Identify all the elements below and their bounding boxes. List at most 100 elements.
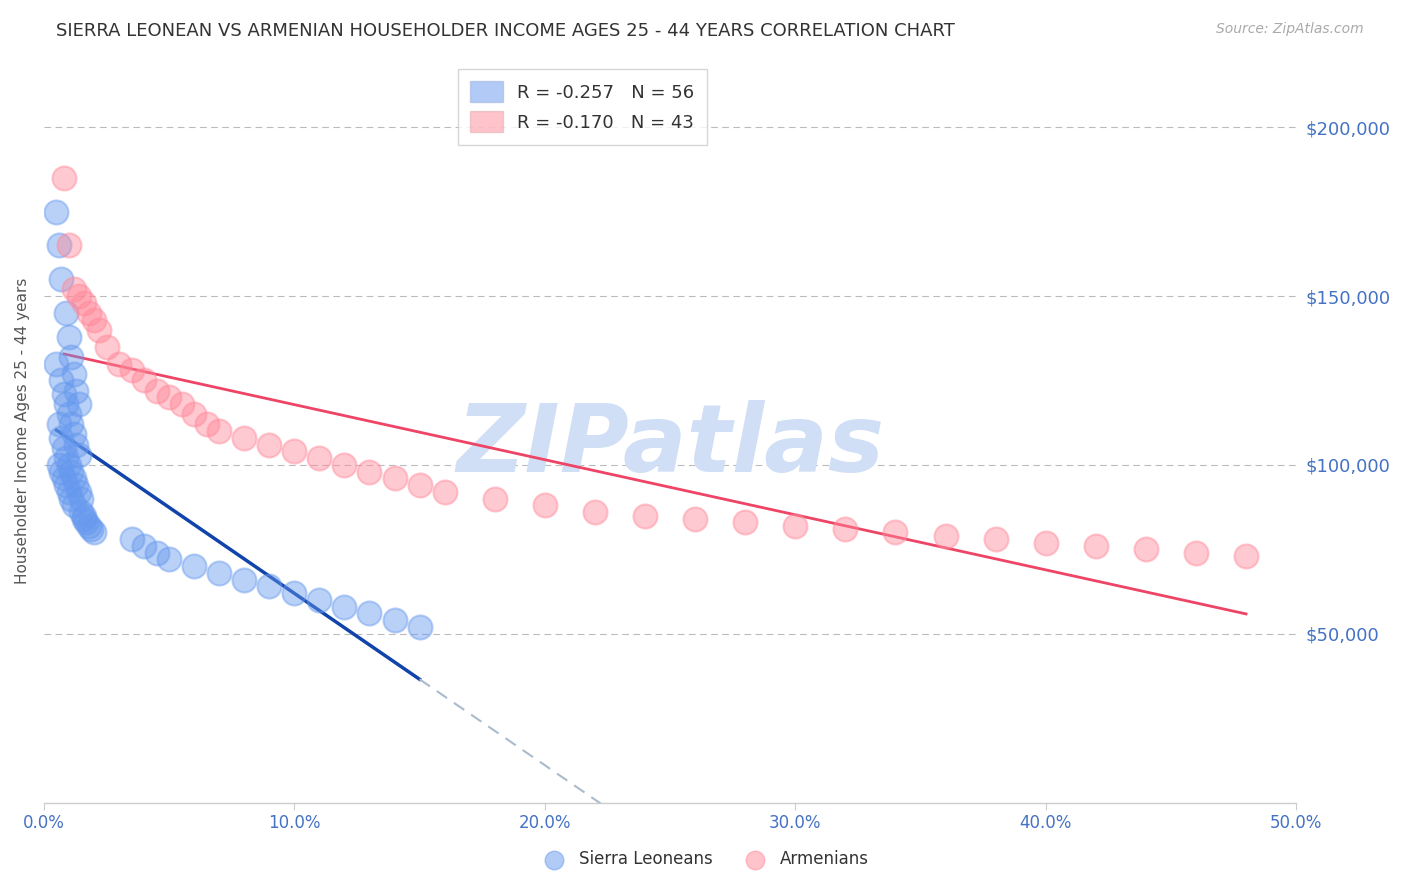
Point [533, 499, 555, 513]
Point [51, 374, 73, 388]
Point [683, 512, 706, 526]
Point [145, 546, 167, 560]
Point [51, 465, 73, 479]
Point [60, 465, 83, 479]
Point [45, 204, 67, 219]
Point [259, 579, 281, 593]
Point [51, 431, 73, 445]
Point [73, 512, 96, 526]
Point [96, 340, 118, 354]
Legend: R = -0.257   N = 56, R = -0.170   N = 43: R = -0.257 N = 56, R = -0.170 N = 43 [458, 69, 707, 145]
Point [45, 357, 67, 371]
Point [170, 397, 193, 411]
Point [63, 499, 86, 513]
Point [283, 444, 305, 458]
Point [195, 417, 218, 432]
Point [145, 384, 167, 398]
Point [121, 363, 143, 377]
Point [233, 431, 256, 445]
Point [48, 238, 70, 252]
Point [67, 289, 90, 303]
Point [52, 387, 75, 401]
Point [73, 508, 96, 523]
Point [1185, 546, 1208, 560]
Point [308, 593, 330, 607]
Point [121, 532, 143, 546]
Point [884, 525, 907, 540]
Point [52, 170, 75, 185]
Point [132, 539, 155, 553]
Point [70, 491, 93, 506]
Y-axis label: Householder Income Ages 25 - 44 years: Householder Income Ages 25 - 44 years [15, 278, 30, 584]
Point [384, 471, 406, 485]
Point [484, 491, 506, 506]
Point [58, 238, 80, 252]
Point [984, 532, 1007, 546]
Point [384, 613, 406, 627]
Point [183, 559, 205, 574]
Point [433, 484, 456, 499]
Point [55, 306, 77, 320]
Point [1084, 539, 1107, 553]
Point [58, 484, 80, 499]
Point [52, 441, 75, 455]
Point [157, 390, 180, 404]
Point [80, 522, 103, 536]
Point [70, 505, 93, 519]
Point [408, 478, 430, 492]
Point [934, 529, 956, 543]
Text: Source: ZipAtlas.com: Source: ZipAtlas.com [1216, 22, 1364, 37]
Point [208, 424, 231, 438]
Point [65, 478, 87, 492]
Point [51, 272, 73, 286]
Point [58, 458, 80, 472]
Point [734, 516, 756, 530]
Point [60, 491, 83, 506]
Point [108, 357, 131, 371]
Point [63, 427, 86, 442]
Point [55, 478, 77, 492]
Point [785, 518, 807, 533]
Point [77, 306, 100, 320]
Point [55, 397, 77, 411]
Point [55, 451, 77, 466]
Point [67, 448, 90, 462]
Point [63, 282, 86, 296]
Point [333, 458, 356, 472]
Point [583, 505, 606, 519]
Point [208, 566, 231, 580]
Point [60, 350, 83, 364]
Point [834, 522, 856, 536]
Point [60, 417, 83, 432]
Text: ZIPatlas: ZIPatlas [456, 400, 884, 492]
Point [283, 586, 305, 600]
Point [77, 518, 100, 533]
Point [183, 407, 205, 421]
Point [359, 607, 381, 621]
Point [65, 437, 87, 451]
Point [157, 552, 180, 566]
Legend: Sierra Leoneans, Armenians: Sierra Leoneans, Armenians [531, 844, 875, 875]
Point [75, 516, 97, 530]
Point [52, 471, 75, 485]
Point [259, 437, 281, 451]
Point [87, 323, 110, 337]
Point [63, 367, 86, 381]
Text: SIERRA LEONEAN VS ARMENIAN HOUSEHOLDER INCOME AGES 25 - 44 YEARS CORRELATION CHA: SIERRA LEONEAN VS ARMENIAN HOUSEHOLDER I… [56, 22, 955, 40]
Point [58, 329, 80, 343]
Point [132, 374, 155, 388]
Point [308, 451, 330, 466]
Point [408, 620, 430, 634]
Point [1135, 542, 1157, 557]
Point [634, 508, 657, 523]
Point [1035, 535, 1057, 549]
Point [48, 458, 70, 472]
Point [65, 384, 87, 398]
Point [67, 484, 90, 499]
Point [58, 407, 80, 421]
Point [63, 471, 86, 485]
Point [359, 465, 381, 479]
Point [73, 295, 96, 310]
Point [1234, 549, 1257, 563]
Point [233, 573, 256, 587]
